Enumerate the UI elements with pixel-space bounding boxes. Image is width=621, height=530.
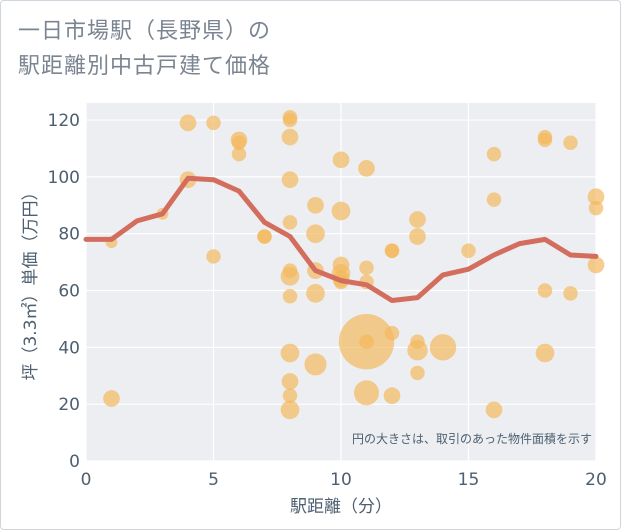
average-line-layer: [83, 175, 599, 303]
data-point: [383, 387, 401, 404]
data-point: [331, 201, 351, 221]
y-tick-label: 120: [48, 111, 80, 131]
data-point: [537, 283, 553, 298]
data-point: [282, 215, 298, 230]
y-tick-label: 40: [58, 338, 80, 358]
data-point: [359, 334, 374, 349]
data-point: [281, 171, 299, 189]
data-point: [410, 365, 425, 381]
data-point: [332, 151, 350, 169]
data-point: [179, 114, 197, 132]
chart-title-line-1: 一日市場駅（長野県）の: [18, 19, 272, 44]
data-point: [535, 343, 555, 363]
data-point: [282, 263, 298, 278]
y-tick-label: 80: [58, 225, 80, 245]
x-tick-label: 20: [585, 470, 607, 490]
data-point: [280, 400, 300, 420]
x-tick-label: 10: [330, 470, 352, 490]
data-point: [304, 353, 327, 376]
data-point: [587, 256, 605, 274]
data-point: [231, 135, 247, 151]
data-point: [409, 211, 426, 228]
data-point: [588, 200, 604, 216]
data-point: [306, 284, 325, 303]
chart-title: 一日市場駅（長野県）の 駅距離別中古戸建て価格: [18, 14, 578, 84]
chart-title-line-2: 駅距離別中古戸建て価格: [18, 54, 272, 79]
data-point: [231, 146, 247, 162]
data-point: [353, 380, 380, 406]
data-point: [486, 192, 502, 207]
data-point: [429, 334, 457, 361]
data-point: [306, 224, 325, 244]
x-axis-label: 駅距離（分）: [290, 497, 392, 517]
data-point: [410, 334, 425, 349]
data-point: [103, 390, 120, 407]
data-point: [332, 256, 350, 274]
x-tick-label: 15: [458, 470, 480, 490]
tick-labels: 0 20 40 60 80 100 120 0 5 10 15 20: [48, 111, 607, 490]
data-point: [409, 228, 426, 245]
data-point: [282, 388, 298, 403]
data-point: [461, 243, 476, 258]
data-point: [587, 188, 605, 206]
y-tick-label: 60: [58, 282, 80, 302]
data-point: [358, 160, 375, 177]
data-point: [563, 135, 578, 151]
data-point: [280, 343, 300, 363]
data-point: [281, 373, 299, 390]
data-point: [257, 229, 272, 244]
data-point: [486, 146, 502, 162]
data-point: [359, 260, 374, 276]
data-point: [563, 286, 578, 301]
data-point: [206, 115, 221, 131]
data-point: [282, 112, 298, 128]
data-point: [384, 243, 400, 258]
data-point: [281, 128, 299, 146]
average-price-line: [83, 175, 599, 303]
data-point: [485, 401, 503, 419]
data-point: [282, 288, 298, 304]
data-point: [307, 196, 324, 214]
x-tick-label: 0: [81, 470, 92, 490]
size-note: 円の大きさは、取引のあった物件面積を示す: [352, 431, 592, 446]
y-tick-label: 100: [48, 168, 80, 188]
y-axis-label: 坪（3.3㎡）単価（万円）: [21, 183, 41, 380]
x-tick-label: 5: [208, 470, 219, 490]
data-point: [384, 325, 400, 341]
data-point: [206, 249, 221, 264]
y-tick-label: 20: [58, 395, 80, 415]
data-point: [537, 132, 553, 148]
y-tick-label: 0: [69, 452, 80, 472]
